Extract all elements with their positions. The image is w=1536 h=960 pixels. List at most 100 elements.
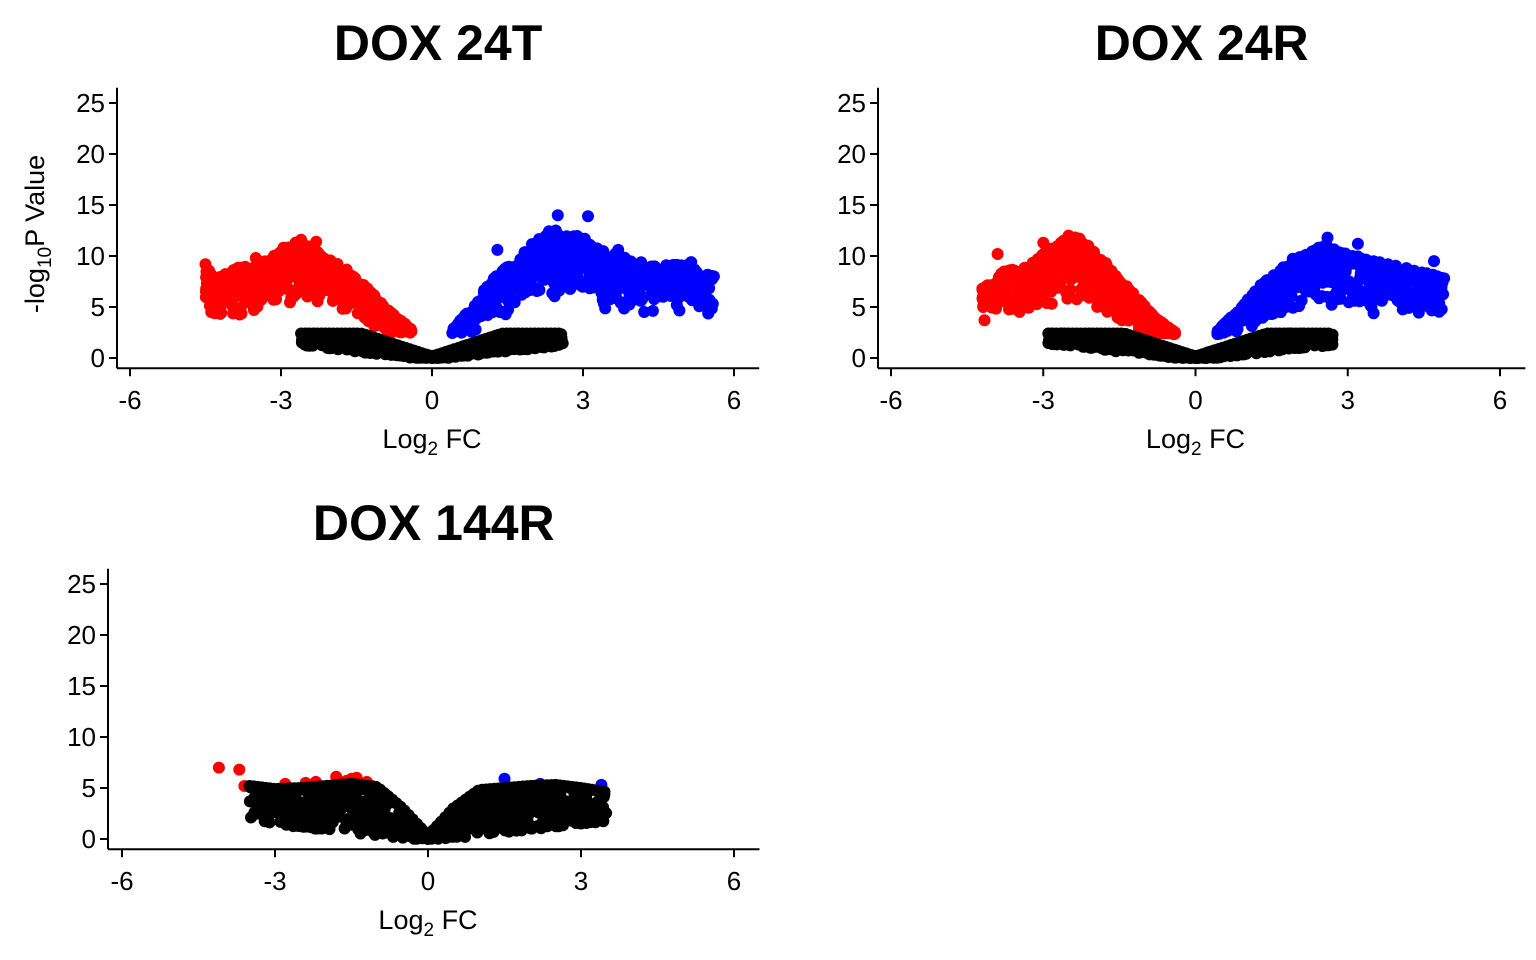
down-regulated-point bbox=[1038, 288, 1051, 301]
nonsignificant-point bbox=[577, 810, 590, 822]
down-regulated-point bbox=[227, 307, 240, 320]
y-tick-label: 20 bbox=[837, 139, 866, 169]
nonsignificant-point bbox=[363, 819, 376, 832]
down-regulated-point bbox=[976, 282, 989, 295]
down-regulated-point bbox=[343, 290, 356, 303]
up-regulated-point bbox=[1362, 255, 1375, 268]
up-regulated-point bbox=[681, 275, 694, 288]
nonsignificant-point bbox=[521, 815, 534, 828]
nonsignificant-point bbox=[277, 815, 290, 828]
up-regulated-point bbox=[1428, 255, 1440, 268]
up-regulated-point bbox=[636, 262, 649, 275]
up-regulated-point bbox=[1250, 287, 1263, 300]
nonsignificant-point bbox=[258, 815, 271, 828]
up-regulated-point bbox=[631, 271, 644, 284]
y-tick-label: 10 bbox=[76, 241, 105, 271]
panel-title: DOX 144R bbox=[313, 495, 555, 551]
up-regulated-point bbox=[478, 284, 491, 297]
up-regulated-point bbox=[1295, 294, 1308, 307]
up-regulated-point bbox=[1412, 306, 1425, 319]
x-tick-label: -6 bbox=[118, 385, 141, 415]
up-regulated-point bbox=[1365, 300, 1378, 313]
nonsignificant-point bbox=[526, 338, 539, 351]
up-regulated-point bbox=[706, 297, 719, 310]
nonsignificant-point bbox=[303, 819, 315, 832]
x-tick-label: 0 bbox=[1188, 385, 1202, 415]
up-regulated-point bbox=[1418, 294, 1431, 306]
up-regulated-point bbox=[1325, 298, 1338, 311]
down-regulated-point bbox=[295, 278, 308, 291]
up-regulated-point bbox=[707, 270, 720, 283]
up-regulated-point bbox=[638, 306, 651, 318]
nonsignificant-point bbox=[340, 338, 353, 350]
up-regulated-point bbox=[571, 269, 584, 281]
up-regulated-point bbox=[597, 245, 610, 258]
nonsignificant-point bbox=[554, 808, 566, 821]
up-regulated-point bbox=[546, 268, 559, 281]
nonsignificant-point bbox=[401, 829, 414, 842]
up-regulated-point bbox=[676, 286, 689, 299]
down-regulated-point bbox=[364, 287, 377, 300]
up-regulated-point bbox=[501, 278, 513, 291]
x-axis-label-suffix: FC bbox=[438, 424, 482, 454]
up-regulated-point bbox=[1230, 325, 1243, 338]
down-regulated-point bbox=[199, 258, 212, 271]
up-regulated-point bbox=[1383, 259, 1396, 272]
down-regulated-point bbox=[1008, 264, 1021, 277]
up-regulated-point bbox=[1227, 312, 1240, 325]
up-regulated-point bbox=[1343, 275, 1356, 288]
up-regulated-point bbox=[1326, 262, 1339, 274]
nonsignificant-point bbox=[272, 792, 285, 804]
nonsignificant-point bbox=[552, 327, 565, 340]
down-regulated-point bbox=[1016, 274, 1029, 287]
up-regulated-point bbox=[599, 302, 612, 315]
y-axis-label-suffix: P Value bbox=[20, 155, 50, 247]
up-regulated-point bbox=[530, 285, 543, 297]
up-regulated-point bbox=[685, 256, 698, 269]
x-axis-label: Log2 FC bbox=[382, 424, 481, 460]
up-regulated-point bbox=[652, 290, 665, 303]
up-regulated-point bbox=[1321, 231, 1334, 244]
down-regulated-point bbox=[1144, 318, 1157, 331]
nonsignificant-point bbox=[310, 798, 323, 811]
up-regulated-point bbox=[560, 267, 573, 280]
panel-title: DOX 24R bbox=[1095, 15, 1309, 71]
up-regulated-point bbox=[534, 257, 547, 270]
down-regulated-point bbox=[978, 314, 991, 327]
up-regulated-point bbox=[1332, 281, 1345, 294]
nonsignificant-point bbox=[595, 811, 608, 824]
down-regulated-point bbox=[269, 285, 282, 298]
nonsignificant-point bbox=[1322, 327, 1335, 340]
up-regulated-point bbox=[1396, 303, 1409, 316]
x-axis-label-subscript: 2 bbox=[1191, 439, 1202, 460]
up-regulated-point bbox=[696, 282, 709, 294]
down-regulated-point bbox=[255, 266, 268, 279]
nonsignificant-point bbox=[326, 816, 339, 829]
up-regulated-point bbox=[693, 300, 706, 313]
x-tick-label: -3 bbox=[269, 385, 292, 415]
up-regulated-point bbox=[612, 243, 625, 256]
down-regulated-point bbox=[1057, 234, 1070, 247]
down-regulated-point bbox=[238, 261, 251, 274]
up-regulated-point bbox=[623, 298, 636, 311]
down-regulated-point bbox=[224, 277, 237, 290]
up-regulated-point bbox=[537, 239, 550, 252]
up-regulated-point bbox=[520, 261, 533, 274]
nonsignificant-point bbox=[269, 804, 282, 817]
x-axis-label-suffix: FC bbox=[1202, 424, 1246, 454]
data-points bbox=[199, 209, 720, 364]
x-axis-label: Log2 FC bbox=[1146, 424, 1245, 460]
up-regulated-point bbox=[1316, 263, 1329, 276]
up-regulated-point bbox=[582, 210, 594, 223]
nonsignificant-point bbox=[1268, 342, 1280, 355]
down-regulated-point bbox=[210, 295, 223, 308]
x-tick-label: 3 bbox=[1341, 385, 1355, 415]
y-tick-label: 10 bbox=[837, 241, 866, 271]
up-regulated-point bbox=[488, 288, 501, 301]
up-regulated-point bbox=[1351, 237, 1364, 250]
down-regulated-point bbox=[247, 280, 260, 293]
down-regulated-point bbox=[301, 256, 314, 269]
down-regulated-point bbox=[1043, 272, 1056, 285]
